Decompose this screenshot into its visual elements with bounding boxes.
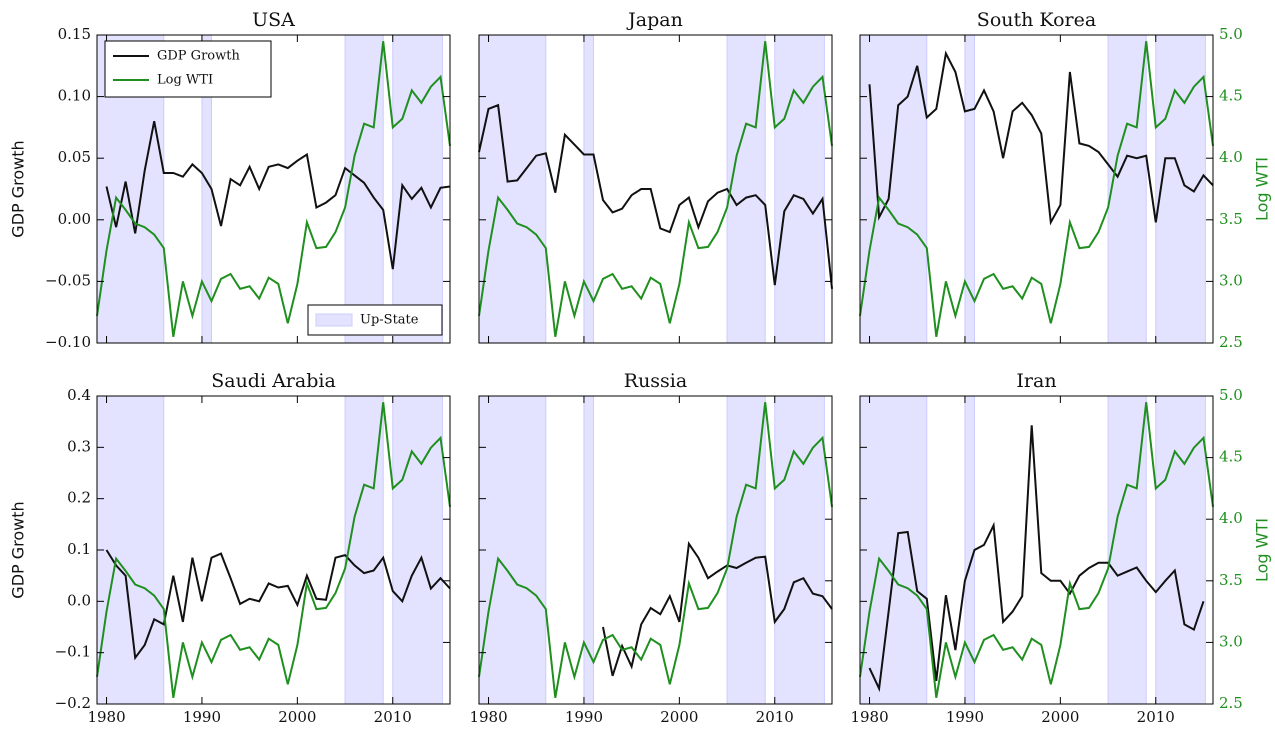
x-tick-label: 1990 (946, 708, 984, 726)
y-axis-label: GDP Growth (9, 501, 28, 598)
y2-tick-label: 3.5 (1219, 210, 1243, 228)
y-tick-label: 0.4 (67, 386, 91, 404)
legend-swatch (315, 313, 353, 327)
x-tick-label: 2000 (660, 708, 698, 726)
x-tick-label: 2000 (1041, 708, 1079, 726)
up-state-span (1107, 395, 1147, 705)
y2-tick-label: 2.5 (1219, 694, 1243, 712)
up-state-span (1155, 34, 1206, 344)
plot-frame (478, 34, 833, 344)
y2-axis-label: Log WTI (1253, 518, 1272, 582)
y-tick-label: 0.0 (67, 591, 91, 609)
y2-tick-label: 3.0 (1219, 632, 1243, 650)
y-tick-label: −0.05 (45, 271, 91, 289)
y2-tick-label: 3.5 (1219, 571, 1243, 589)
up-state-span (726, 34, 766, 344)
y-tick-label: 0.3 (67, 437, 91, 455)
y-axis-label: GDP Growth (9, 140, 28, 237)
y2-tick-label: 5.0 (1219, 25, 1243, 43)
y-tick-label: 0.10 (58, 87, 91, 105)
panel-title: South Korea (977, 9, 1096, 31)
x-tick-label: 1990 (565, 708, 603, 726)
legend-label: Log WTI (157, 73, 213, 88)
y2-axis-label: Log WTI (1253, 157, 1272, 221)
series-line (105, 121, 451, 270)
y-tick-label: 0.00 (58, 210, 91, 228)
series-line (478, 41, 833, 337)
y-tick-label: −0.10 (45, 333, 91, 351)
y-tick-label: −0.1 (55, 643, 91, 661)
y2-tick-label: 4.5 (1219, 448, 1243, 466)
up-state-span (478, 34, 547, 344)
y-tick-label: 0.2 (67, 489, 91, 507)
series-line (859, 41, 1214, 337)
up-state-span (478, 395, 547, 705)
y2-tick-label: 2.5 (1219, 333, 1243, 351)
legend-label: Up-State (360, 313, 419, 328)
x-tick-label: 2010 (756, 708, 794, 726)
plot-frame (859, 34, 1214, 344)
legend-box (104, 40, 272, 98)
series-line (105, 549, 451, 661)
up-state-span (859, 34, 928, 344)
series-line (859, 402, 1214, 698)
up-state-span (344, 34, 384, 344)
up-state-span (344, 395, 384, 705)
x-tick-label: 1980 (87, 708, 125, 726)
y2-tick-label: 3.0 (1219, 271, 1243, 289)
legend-label: GDP Growth (157, 49, 240, 64)
panel-title: Japan (626, 9, 683, 31)
y2-tick-label: 4.5 (1219, 87, 1243, 105)
x-tick-label: 2010 (1137, 708, 1175, 726)
panel-title: Russia (624, 370, 687, 392)
x-tick-label: 2010 (374, 708, 412, 726)
up-state-span (859, 395, 928, 705)
up-state-span (726, 395, 766, 705)
y2-tick-label: 4.0 (1219, 509, 1243, 527)
y-tick-label: 0.05 (58, 148, 91, 166)
series-line (478, 103, 833, 289)
y2-tick-label: 4.0 (1219, 148, 1243, 166)
series-line (868, 50, 1214, 226)
up-state-span (1107, 34, 1147, 344)
plot-frame (96, 34, 451, 344)
series-line (96, 402, 451, 698)
y2-tick-label: 5.0 (1219, 386, 1243, 404)
panel-title: Iran (1016, 370, 1056, 392)
y-tick-label: −0.2 (55, 694, 91, 712)
panel-title: USA (252, 9, 295, 31)
panel-title: Saudi Arabia (211, 370, 336, 392)
x-tick-label: 1980 (850, 708, 888, 726)
up-state-span (774, 34, 825, 344)
series-line (602, 541, 833, 677)
series-line (478, 402, 833, 698)
x-tick-label: 1990 (183, 708, 221, 726)
series-line (868, 425, 1205, 693)
x-tick-label: 2000 (278, 708, 316, 726)
series-line (96, 41, 451, 337)
x-tick-label: 1980 (469, 708, 507, 726)
y-tick-label: 0.1 (67, 540, 91, 558)
y-tick-label: 0.15 (58, 25, 91, 43)
